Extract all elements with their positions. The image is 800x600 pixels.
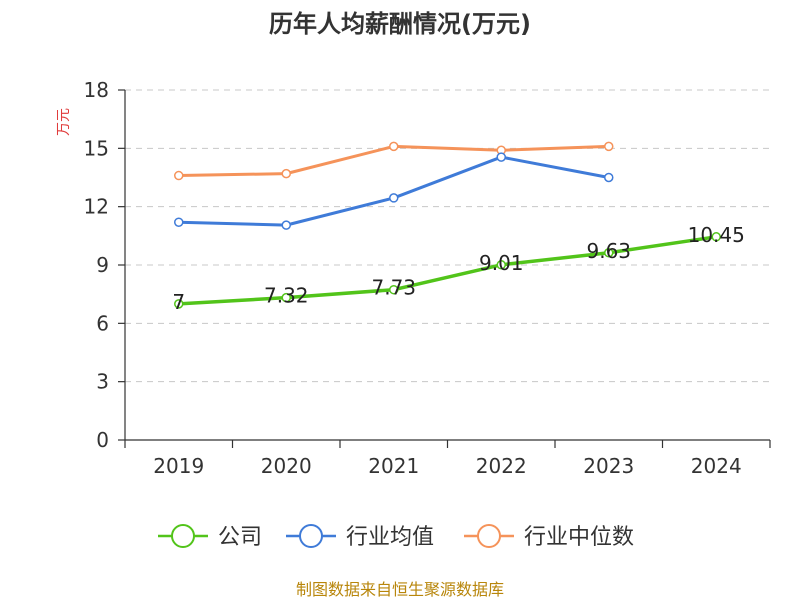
data-point [281,168,291,179]
data-point [604,248,614,258]
data-label: 7 [172,290,185,314]
legend-label: 行业中位数 [524,525,634,550]
data-label: 7.32 [264,284,309,308]
data-point [174,299,184,309]
y-tick-label: 12 [84,195,109,219]
x-tick-label: 2019 [153,454,204,478]
x-tick-label: 2023 [583,454,634,478]
data-point [389,141,399,152]
y-tick-label: 18 [84,78,109,102]
data-point [389,284,399,295]
data-point [496,260,506,270]
source-note: 制图数据来自恒生聚源数据库 [296,580,504,599]
y-tick-label: 3 [96,370,109,394]
legend-marker [299,524,323,548]
data-label: 7.73 [371,276,416,300]
y-tick-label: 9 [96,253,109,277]
series-layer [174,141,721,309]
data-point [174,217,184,227]
legend-marker [171,524,195,548]
y-tick-label: 0 [96,428,109,452]
data-point [174,170,184,181]
y-axis-label: 万元 [56,108,72,136]
x-tick-label: 2022 [476,454,527,478]
legend-item-1: 行业均值 [286,524,434,550]
data-point [711,232,721,242]
data-point [496,152,506,162]
data-label: 9.01 [479,251,524,275]
data-point [604,172,614,183]
data-labels: 7 7.32 7.73 9.01 9.63 10.45 [172,223,745,314]
x-tick-label: 2021 [368,454,419,478]
series-line-0 [178,235,717,306]
data-point [281,220,291,230]
x-tick-label: 2020 [261,454,312,478]
y-tick-label: 15 [84,136,109,160]
legend-marker [477,524,501,548]
grid [125,89,770,383]
data-point [389,193,399,203]
legend-label: 公司 [218,525,262,550]
data-label: 9.63 [586,239,631,263]
chart-title: 历年人均薪酬情况(万元) [269,10,531,38]
legend-label: 行业均值 [346,525,434,550]
legend-item-0: 公司 [158,524,262,550]
legend-item-2: 行业中位数 [464,524,634,550]
axes: 0 3 6 9 12 15 18 2019 2020 2021 2022 2023 2024 [84,78,771,478]
x-tick-label: 2024 [691,454,742,478]
data-point [281,292,291,303]
legend: 公司 行业均值 行业中位数 [158,524,634,550]
y-tick-label: 6 [96,311,109,335]
data-label: 10.45 [688,223,745,247]
data-point [604,141,614,152]
series-line-1 [178,155,610,227]
